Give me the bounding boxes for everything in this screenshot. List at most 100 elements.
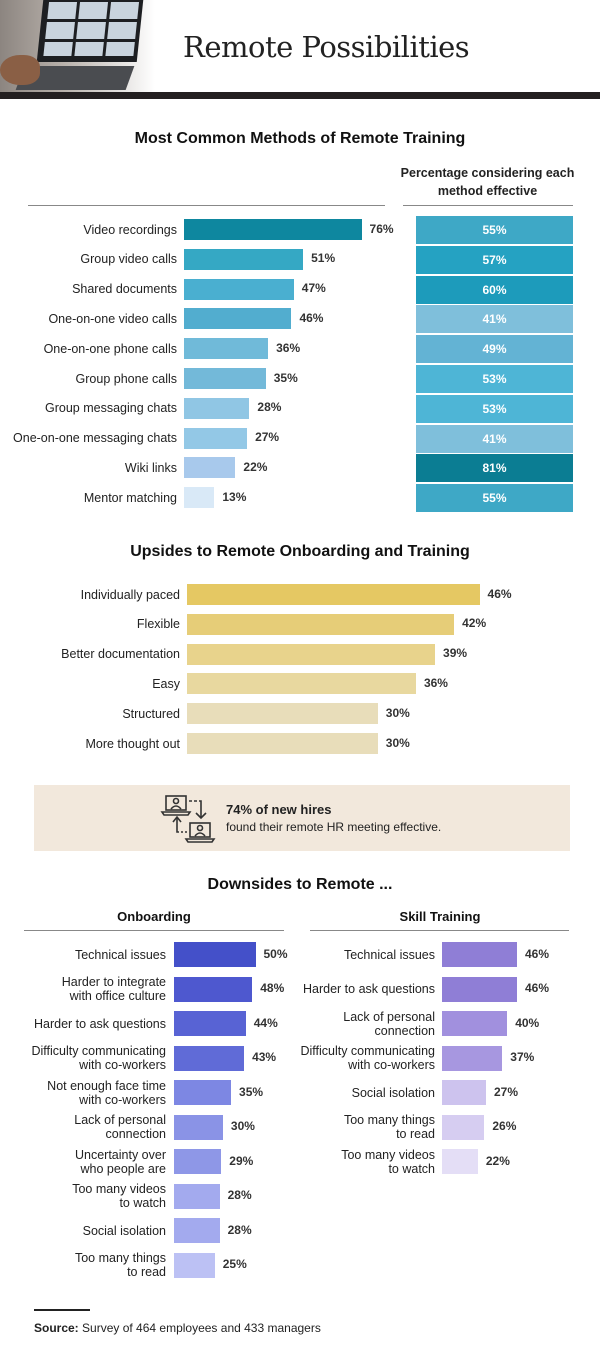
bar-value-label: 28% [227, 1222, 252, 1237]
effective-cell: 57% [416, 245, 573, 274]
effective-cell: 49% [416, 335, 573, 364]
bar-label-line: Flexible [136, 617, 180, 632]
effective-cell: 81% [416, 454, 573, 483]
bar-label-line: Harder to ask questions [33, 1016, 166, 1031]
bar-label-line: Mentor matching [83, 490, 177, 505]
bar [184, 368, 266, 389]
bar-value-label: 13% [222, 489, 247, 504]
onboarding-rule [24, 930, 284, 931]
bar-label: Mentor matching [0, 491, 177, 505]
bar-label-line: Technical issues [343, 947, 435, 962]
bar-label-line: Social isolation [82, 1223, 166, 1238]
bar-label-line: Difficulty communicating [31, 1044, 166, 1058]
bar [187, 643, 436, 665]
source-label: Source: [34, 1321, 79, 1335]
bar-label: Too many videos to watch [0, 1182, 166, 1210]
bar-label-line: One-on-one phone calls [43, 341, 177, 356]
bar-label-line: who people are [80, 1161, 166, 1176]
bar-value-label: 26% [492, 1119, 517, 1133]
bar-label-line: Not enough face time [47, 1078, 166, 1093]
bar-label-line: Lack of personal [74, 1113, 166, 1127]
bar-label-line: Uncertainty over [74, 1147, 166, 1162]
bar-value-label: 36% [276, 340, 301, 355]
bar-label: Technical issues [235, 948, 435, 962]
bar-label: Too many videos to watch [235, 1148, 435, 1176]
bar-label: Better documentation [0, 647, 180, 661]
bar-label-line: More thought out [85, 736, 180, 751]
effective-cell: 53% [416, 365, 573, 393]
bar-value-label: 46% [299, 310, 324, 325]
title-rule [0, 92, 600, 99]
bar-label-line: Structured [122, 706, 180, 721]
bar [174, 1045, 245, 1071]
bar-value-label: 36% [423, 675, 448, 690]
bar-value-label: 29% [229, 1153, 254, 1168]
effective-cell: 55% [416, 216, 573, 244]
bar-label: Easy [0, 677, 180, 691]
bar-label: Harder to ask questions [0, 1017, 166, 1031]
callout-headline: 74% of new hires [226, 802, 332, 817]
bar-value-label: 76% [369, 221, 394, 236]
bar [174, 942, 256, 967]
bar-label: Lack of personal connection [0, 1113, 166, 1141]
bar [174, 1114, 223, 1140]
bar-value-label: 30% [230, 1119, 255, 1133]
bar [174, 1011, 246, 1036]
bar-label-line: Easy [152, 676, 180, 691]
bar-value-label: 46% [524, 946, 549, 961]
effective-column-header: Percentage considering each method effec… [400, 166, 575, 198]
bar-label-line: Group messaging chats [44, 401, 177, 416]
bar-value-label: 37% [510, 1050, 535, 1064]
bar-label: Lack of personal connection [235, 1010, 435, 1038]
bar-value-label: 35% [273, 370, 298, 385]
bar-label: One-on-one video calls [0, 312, 177, 326]
bar-value-label: 28% [257, 400, 282, 415]
bar-label-line: connection [105, 1127, 166, 1141]
bar-label: More thought out [0, 737, 180, 751]
bar-label-line: with co-workers [79, 1058, 166, 1072]
bar-label: Video recordings [0, 223, 177, 237]
bar-label: One-on-one messaging chats [0, 431, 177, 445]
bar-label: Group video calls [0, 252, 177, 266]
video-call-exchange-icon [160, 795, 216, 843]
bar [442, 1149, 478, 1174]
bar-label-line: connection [374, 1023, 435, 1038]
bar [174, 1080, 232, 1105]
bar-value-label: 27% [255, 430, 280, 445]
bar-label: Difficulty communicating with co-workers [235, 1044, 435, 1072]
bar-label-line: Too many videos [72, 1182, 166, 1196]
subtitle-skill-training: Skill Training [399, 909, 481, 924]
bar-value-label: 46% [524, 981, 549, 995]
bar [184, 308, 292, 330]
bar-label: Individually paced [0, 588, 180, 602]
bar-label-line: to read [127, 1265, 166, 1279]
bar-value-label: 46% [487, 586, 512, 601]
bar-label: Technical issues [0, 948, 166, 962]
bar [174, 1252, 215, 1278]
bar-value-label: 43% [252, 1050, 277, 1064]
bar-value-label: 42% [462, 616, 487, 631]
chart-title-downsides: Downsides to Remote ... [207, 876, 393, 893]
bar-label-line: Too many things [343, 1113, 435, 1127]
bar-label: Social isolation [0, 1224, 166, 1238]
bar-label: Group phone calls [0, 372, 177, 386]
page-title: Remote Possibilities [183, 30, 470, 64]
bar-label: Flexible [0, 617, 180, 631]
bar-label-line: Group video calls [80, 252, 177, 267]
bar [174, 976, 253, 1002]
bar-value-label: 44% [253, 1015, 278, 1030]
bar [174, 1183, 220, 1209]
bar-label-line: Wiki links [124, 460, 177, 475]
bar-label-line: Too many videos [341, 1147, 435, 1162]
bar-label-line: Group phone calls [75, 371, 177, 386]
laptop-screen [36, 0, 144, 62]
bar-value-label: 35% [239, 1084, 264, 1099]
bar-value-label: 28% [227, 1188, 252, 1202]
bar-label: Not enough face time with co-workers [0, 1079, 166, 1107]
bar [174, 1218, 220, 1243]
bar [442, 1045, 503, 1071]
bar-label-line: One-on-one messaging chats [13, 431, 177, 446]
bar [442, 942, 517, 967]
bar-label: Too many things to read [235, 1113, 435, 1141]
bar-label-line: to read [396, 1127, 435, 1141]
